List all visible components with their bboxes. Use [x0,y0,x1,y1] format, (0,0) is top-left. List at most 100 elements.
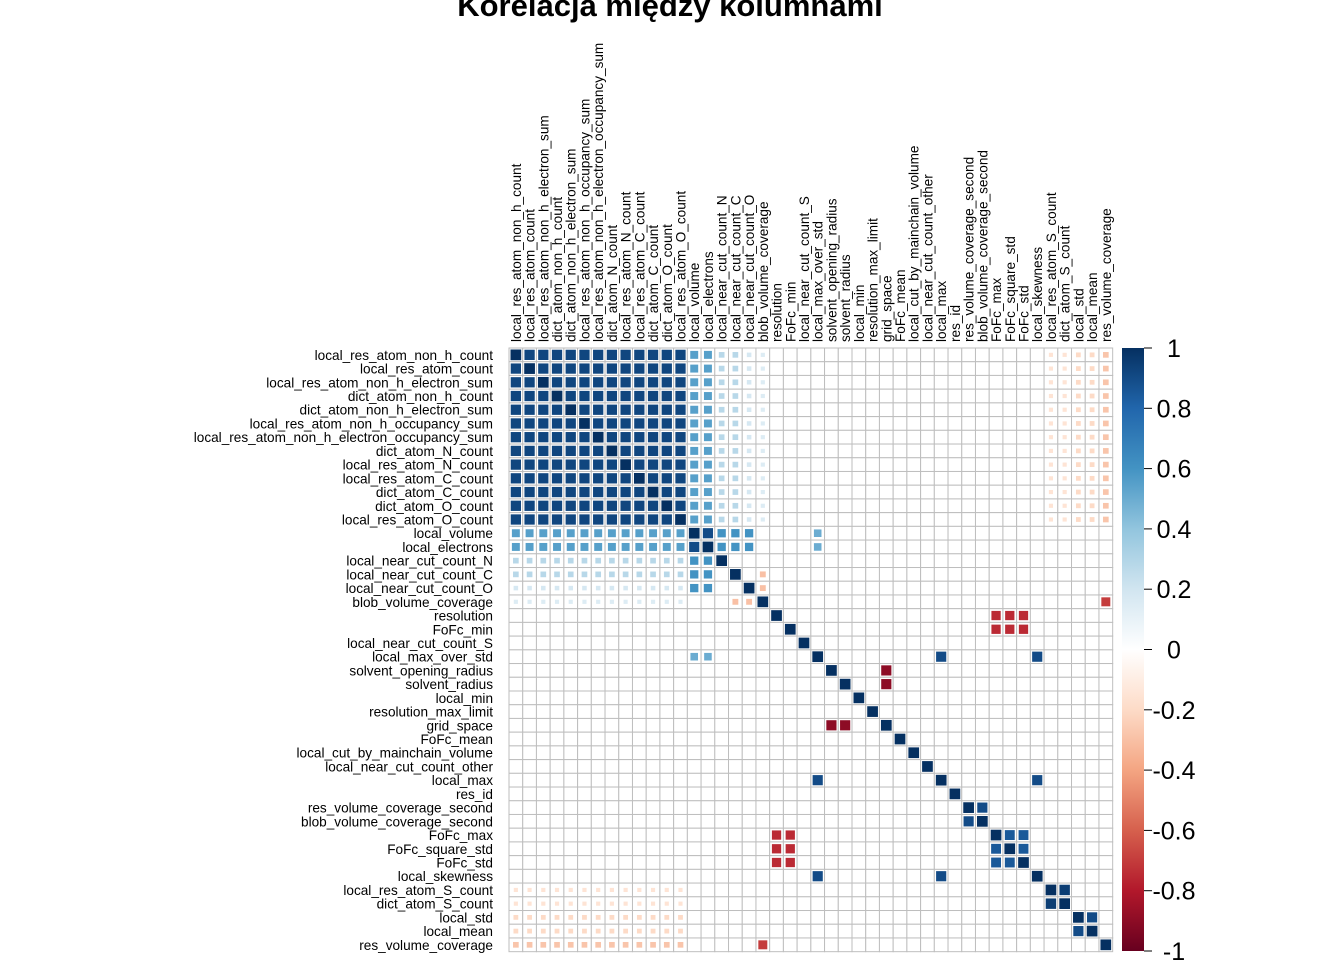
heatmap-cell-border [988,553,1004,569]
heatmap-cell-border [837,855,853,870]
heatmap-cell-border [577,731,592,747]
heatmap-cell-border [988,663,1004,678]
row-label: FoFc_square_std [387,842,493,857]
heatmap-cell-border [837,580,853,596]
heatmap-cell-border [961,443,976,459]
heatmap-cell-border [878,827,894,843]
heatmap-cell-border [769,416,784,431]
heatmap-cell-border [1029,841,1045,857]
heatmap-cell-border [1002,772,1018,788]
heatmap-cell [565,500,576,511]
heatmap-cell-border [1002,361,1018,376]
heatmap-cell-border [782,786,798,802]
heatmap-cell-border [851,676,867,692]
heatmap-cell-border [590,813,606,829]
heatmap-cell-border [974,882,990,898]
heatmap-cell-border [892,347,908,363]
heatmap-cell-border [988,539,1004,555]
heatmap-cell-border [974,402,990,418]
heatmap-cell [1062,489,1067,495]
heatmap-cell-border [810,498,826,514]
heatmap-cell-border [508,800,524,815]
heatmap-cell-border [631,841,647,857]
heatmap-cell-border [673,635,688,651]
heatmap-cell-border [522,663,537,678]
heatmap-cell-border [851,443,867,459]
heatmap-cell-border [741,676,757,692]
heatmap-cell-border [933,745,949,761]
column-label: local_res_atom_C_count [632,191,647,342]
heatmap-cell-border [851,416,867,431]
column-label: local_near_cut_count_O [742,195,757,342]
heatmap-cell-border [878,416,894,431]
heatmap-cell [524,349,535,361]
heatmap-cell-border [810,676,826,692]
heatmap-cell-border [851,429,867,445]
heatmap-cell [525,529,534,538]
heatmap-cell-border [1016,731,1031,747]
heatmap-cell [1045,884,1057,896]
heatmap-cell-border [508,663,524,678]
heatmap-cell-border [1084,539,1100,555]
heatmap-cell-border [741,800,757,815]
heatmap-cell-border [522,690,537,706]
heatmap-cell [524,445,535,457]
heatmap-cell-border [590,731,606,747]
heatmap-cell-border [851,539,867,555]
heatmap-cell-border [1043,868,1059,884]
heatmap-cell-border [988,868,1004,884]
colorbar-tick-label: 0.8 [1157,395,1192,423]
heatmap-cell-border [796,553,812,569]
heatmap-cell [540,571,547,578]
heatmap-cell-border [1029,937,1045,953]
heatmap-cell-border [686,827,702,843]
heatmap-cell [1004,830,1015,841]
heatmap-cell [718,365,725,372]
heatmap-cell-border [714,813,730,829]
heatmap-cell [595,585,601,591]
heatmap-cell-border [837,786,853,802]
heatmap-cell-border [878,429,894,445]
heatmap-cell [511,542,520,551]
heatmap-cell [746,393,752,399]
heatmap-cell [1018,830,1029,841]
heatmap-cell-border [769,717,784,733]
heatmap-cell-border [1016,635,1031,651]
heatmap-cell [785,857,795,868]
heatmap-cell-border [631,813,647,829]
column-label: local_volume [687,263,702,342]
heatmap-cell [1048,517,1054,522]
heatmap-cell-border [1016,704,1031,719]
heatmap-cell-border [535,649,551,665]
heatmap-cell-border [1016,567,1031,582]
heatmap-cell-border [728,882,743,898]
heatmap-cell-border [947,690,963,706]
heatmap-cell [621,529,630,538]
heatmap-cell [690,570,699,579]
heatmap-cell-border [577,868,592,884]
heatmap-cell-border [673,676,688,692]
heatmap-cell-border [837,772,853,788]
heatmap-cell-border [700,855,716,870]
heatmap-cell-border [851,649,867,665]
heatmap-cell-border [947,813,963,829]
heatmap-cell-border [755,841,771,857]
heatmap-cell-border [961,910,976,925]
heatmap-cell [650,571,656,578]
heatmap-cell-border [878,759,894,774]
heatmap-cell-border [851,923,867,939]
heatmap-cell-border [824,745,839,761]
heatmap-cell-border [892,512,908,527]
heatmap-cell-border [920,416,935,431]
heatmap-cell [524,432,535,443]
heatmap-cell-border [1002,594,1018,610]
heatmap-cell-border [837,731,853,747]
heatmap-cell [662,542,671,551]
heatmap-cell-border [878,910,894,925]
heatmap-cell [649,529,658,538]
row-label: local_volume [414,526,493,541]
heatmap-cell [525,542,534,551]
heatmap-cell [551,486,563,498]
heatmap-cell [717,529,726,538]
heatmap-cell-border [837,704,853,719]
